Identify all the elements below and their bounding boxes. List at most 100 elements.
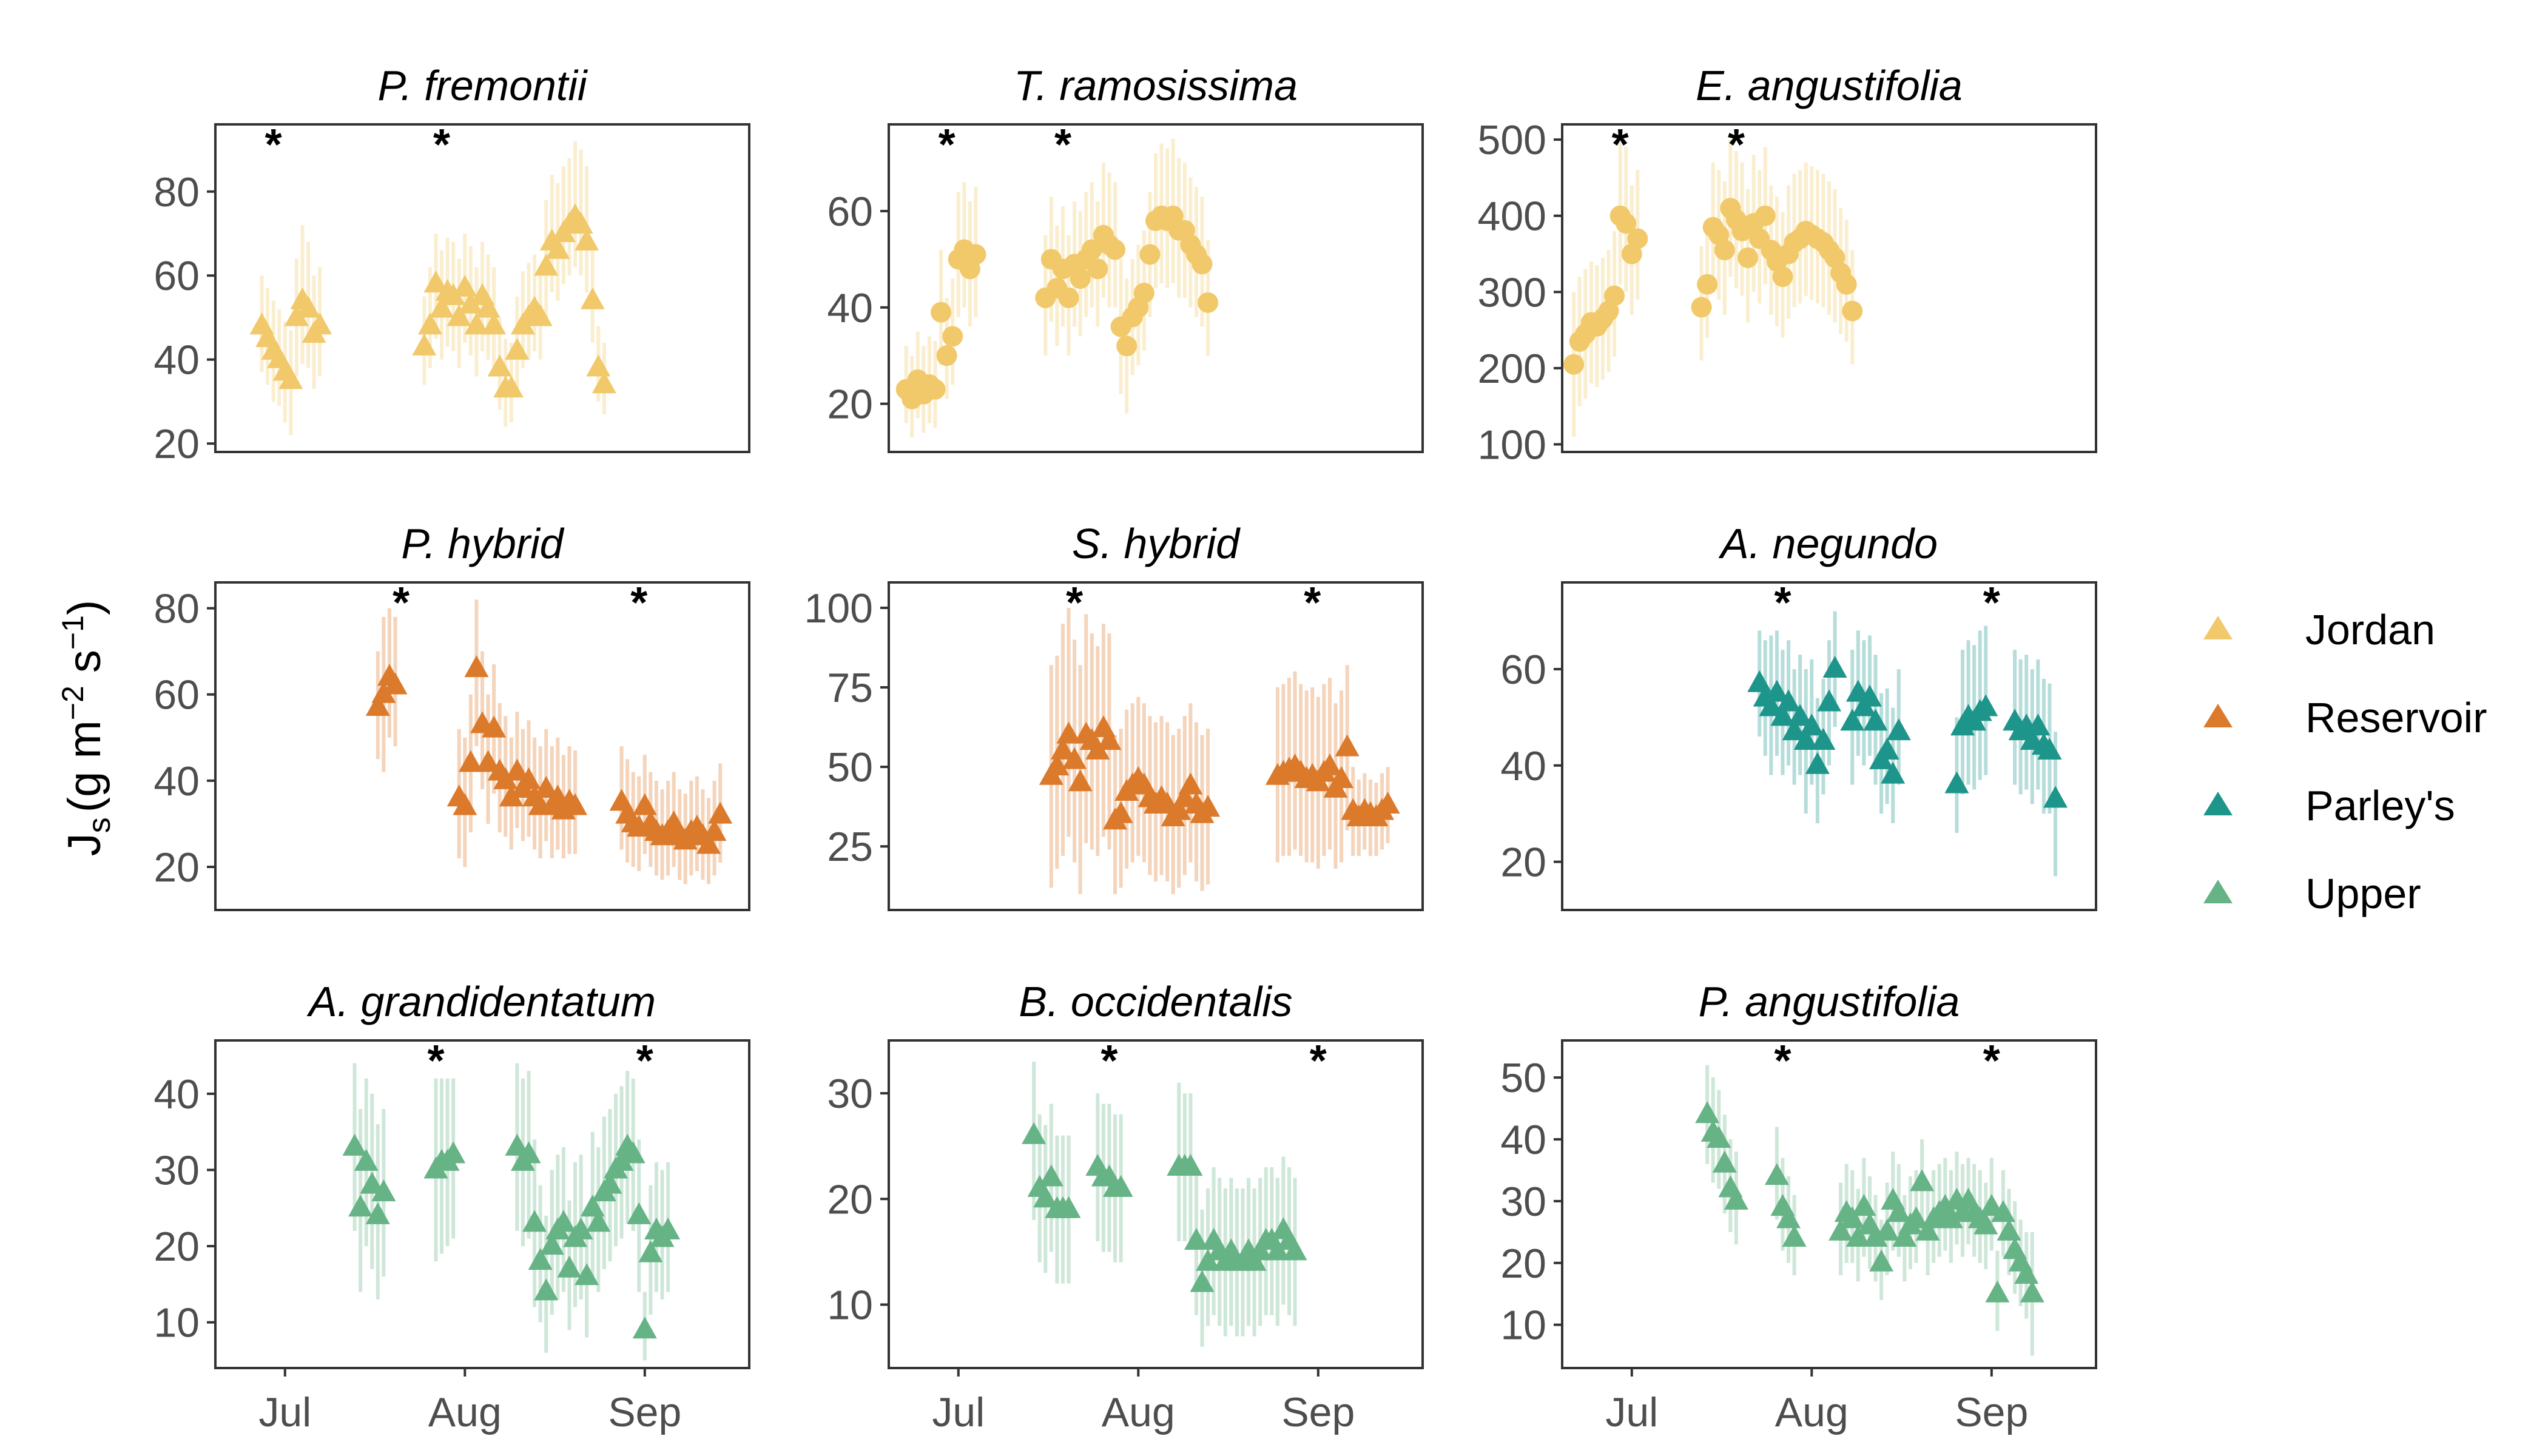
x-tick-label: Sep xyxy=(1955,1389,2028,1435)
data-point xyxy=(580,287,605,309)
data-point xyxy=(1697,274,1718,295)
x-tick-label: Sep xyxy=(1281,1389,1355,1435)
data-point xyxy=(1973,694,1998,716)
panel-border xyxy=(1561,581,2097,911)
data-point xyxy=(1056,1196,1081,1218)
data-points xyxy=(342,1133,681,1339)
data-point xyxy=(1616,213,1637,234)
panel-title-p-fremontii: P. fremontii xyxy=(378,62,588,109)
data-point xyxy=(1863,1225,1888,1247)
data-point xyxy=(1747,670,1772,692)
data-point xyxy=(423,271,448,293)
data-point xyxy=(1811,728,1836,750)
y-tick-label: 20 xyxy=(153,844,200,891)
panel-border xyxy=(888,1039,1424,1369)
data-point xyxy=(1707,1126,1731,1148)
data-point xyxy=(1045,753,1070,776)
data-point xyxy=(1828,1218,1853,1241)
data-point xyxy=(1915,1218,1940,1241)
panel-title-p-angustifolia: P. angustifolia xyxy=(1699,978,1960,1025)
panel-s-hybrid: S. hybrid 25 50 75 100 * * xyxy=(804,520,1424,911)
data-point xyxy=(1178,1154,1203,1176)
data-point xyxy=(568,1217,593,1239)
data-point xyxy=(1910,1169,1935,1191)
y-tick-label: 100 xyxy=(1478,422,1546,468)
data-point xyxy=(360,1171,385,1194)
significance-star: * xyxy=(1983,1037,2000,1085)
data-point xyxy=(476,295,500,318)
significance-star: * xyxy=(393,579,410,627)
data-point xyxy=(563,793,588,815)
data-point xyxy=(1097,728,1122,750)
panel-border xyxy=(214,1039,750,1369)
y-tick-label: 75 xyxy=(827,665,873,711)
data-point xyxy=(1033,1185,1058,1208)
data-point xyxy=(708,801,733,824)
data-point xyxy=(632,1316,657,1339)
data-point xyxy=(1782,1225,1807,1247)
data-point xyxy=(458,291,483,314)
data-point xyxy=(627,1202,652,1224)
y-tick-label: 40 xyxy=(153,337,200,383)
data-point xyxy=(1857,684,1882,707)
data-point xyxy=(365,694,390,716)
data-point xyxy=(354,1148,379,1171)
y-tick-label: 20 xyxy=(827,382,873,428)
y-tick-label: 40 xyxy=(1500,1117,1546,1163)
data-point xyxy=(2014,1262,2039,1284)
data-point xyxy=(1184,1227,1208,1250)
data-point xyxy=(447,304,471,326)
data-point xyxy=(1087,258,1108,280)
data-point xyxy=(1691,297,1712,318)
data-point xyxy=(1335,734,1360,757)
data-point xyxy=(2026,713,2051,736)
data-point xyxy=(348,1195,373,1217)
data-point xyxy=(1056,721,1081,744)
panel-p-fremontii: P. fremontii 20 40 60 80 * * xyxy=(153,62,750,467)
panel-p-hybrid: P. hybrid 20 40 60 80 * * xyxy=(153,520,750,911)
data-point xyxy=(1139,244,1161,265)
panel-border xyxy=(888,123,1424,453)
data-point xyxy=(1081,239,1102,260)
data-point xyxy=(1191,254,1213,275)
y-tick-label: 60 xyxy=(153,672,200,718)
data-point xyxy=(1039,1164,1063,1187)
data-point xyxy=(296,295,321,318)
legend-label-upper: Upper xyxy=(2305,870,2421,917)
data-point xyxy=(1085,737,1110,760)
y-tick-label: 25 xyxy=(827,824,873,870)
data-point xyxy=(1282,1238,1307,1261)
significance-star: * xyxy=(630,579,647,627)
data-point xyxy=(417,312,442,335)
data-point xyxy=(931,302,952,323)
data-points xyxy=(1022,1122,1307,1292)
data-point xyxy=(545,237,570,259)
data-point xyxy=(1198,292,1219,313)
data-point xyxy=(586,1210,611,1232)
data-point xyxy=(702,819,727,841)
data-point xyxy=(592,371,616,394)
data-point xyxy=(568,212,593,234)
significance-star: * xyxy=(1774,1037,1791,1085)
data-point xyxy=(1985,1280,2010,1303)
data-point xyxy=(1793,728,1818,750)
y-tick-label: 400 xyxy=(1478,194,1546,240)
data-point xyxy=(493,767,518,789)
y-tick-label: 100 xyxy=(804,585,873,632)
legend-item-upper: Upper xyxy=(2203,870,2421,917)
legend-item-reservoir: Reservoir xyxy=(2203,694,2487,741)
data-point xyxy=(499,376,524,398)
data-point xyxy=(1852,1194,1876,1216)
y-axis-label: Js(g m−2 s−1) xyxy=(56,600,117,856)
data-point xyxy=(965,244,986,265)
significance-star: * xyxy=(1304,579,1321,627)
panel-grid: P. fremontii 20 40 60 80 * * T. ramosissima 20 40… xyxy=(153,62,2097,1435)
significance-star: * xyxy=(1100,1037,1117,1085)
data-point xyxy=(1840,1206,1865,1228)
panel-border xyxy=(888,581,1424,911)
data-point xyxy=(1799,713,1824,736)
data-point xyxy=(1875,1218,1899,1241)
data-point xyxy=(598,1171,622,1194)
data-point xyxy=(1329,766,1354,789)
